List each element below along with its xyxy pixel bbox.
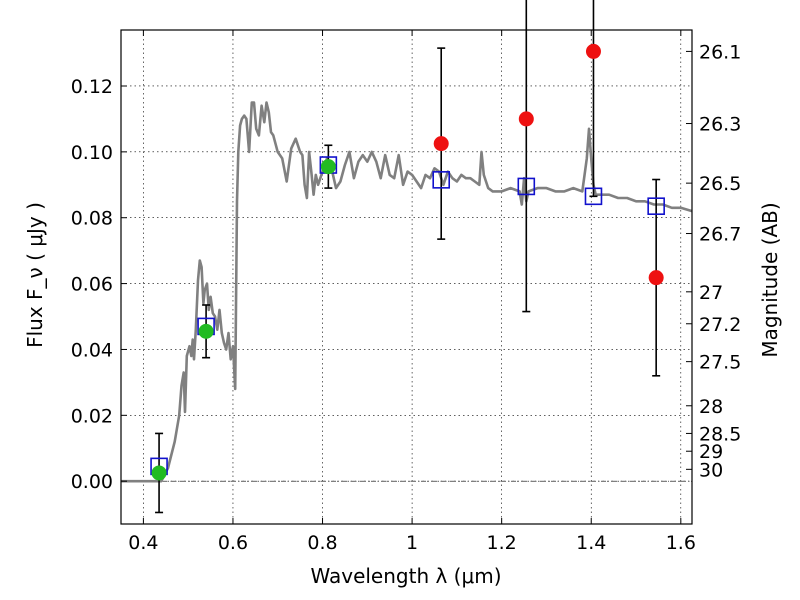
detection-point	[198, 323, 214, 339]
y-axis-label: Flux F_ν ( μJy )	[23, 202, 47, 348]
detection-point	[151, 465, 167, 481]
x-tick-label: 1.4	[576, 532, 606, 554]
model-flux-box	[432, 171, 451, 189]
y-tick-label: 0.10	[71, 142, 113, 164]
grid	[121, 30, 692, 524]
x-tick-label: 1.6	[666, 532, 696, 554]
mag-tick-label: 26.1	[699, 41, 741, 63]
model-flux-box	[517, 177, 536, 196]
spectrum-line	[121, 101, 693, 483]
mag-tick-label: 27.5	[699, 352, 741, 374]
x-axis: 0.4 0.6 0.8 1 1.2 1.4 1.6	[128, 30, 696, 554]
nondetection-point	[518, 111, 534, 127]
plot-frame	[120, 29, 693, 525]
x-tick-label: 1	[406, 532, 418, 554]
mag-tick-label: 28.5	[699, 423, 741, 445]
x-tick-label: 0.6	[218, 532, 248, 554]
nondetection-point	[648, 270, 664, 286]
spectrum-layer	[121, 101, 693, 483]
nondetection-point	[433, 136, 449, 152]
y-axis-left: 0.00 0.02 0.04 0.06 0.08 0.10 0.12	[71, 76, 127, 493]
mag-tick-label: 27	[699, 282, 723, 304]
model-flux-box	[647, 197, 665, 215]
y-tick-label: 0.04	[71, 339, 113, 361]
mag-tick-label: 26.5	[699, 173, 741, 195]
mag-tick-label: 28	[699, 396, 723, 418]
y-tick-label: 0.00	[71, 471, 113, 493]
y-tick-label: 0.06	[71, 274, 113, 296]
nondetection-point	[585, 43, 601, 59]
y-tick-label: 0.08	[71, 208, 113, 230]
photometry-layer	[151, 43, 664, 481]
x-axis-label: Wavelength λ (μm)	[310, 564, 501, 588]
x-tick-label: 0.8	[307, 532, 337, 554]
mag-tick-label: 29	[699, 441, 723, 463]
mag-tick-label: 27.2	[699, 314, 741, 336]
mag-tick-label: 26.7	[699, 224, 741, 246]
mag-tick-label: 26.3	[699, 114, 741, 136]
detection-point	[320, 159, 336, 175]
mag-tick-label: 30	[699, 459, 723, 481]
x-tick-label: 0.4	[128, 532, 158, 554]
x-tick-label: 1.2	[487, 532, 517, 554]
y-tick-label: 0.02	[71, 405, 113, 427]
y-axis-right-label: Magnitude (AB)	[758, 202, 782, 357]
y-tick-label: 0.12	[71, 76, 113, 98]
model-flux-box	[584, 187, 603, 206]
model-flux-layer	[150, 156, 665, 476]
errorbar-layer	[155, 0, 661, 514]
